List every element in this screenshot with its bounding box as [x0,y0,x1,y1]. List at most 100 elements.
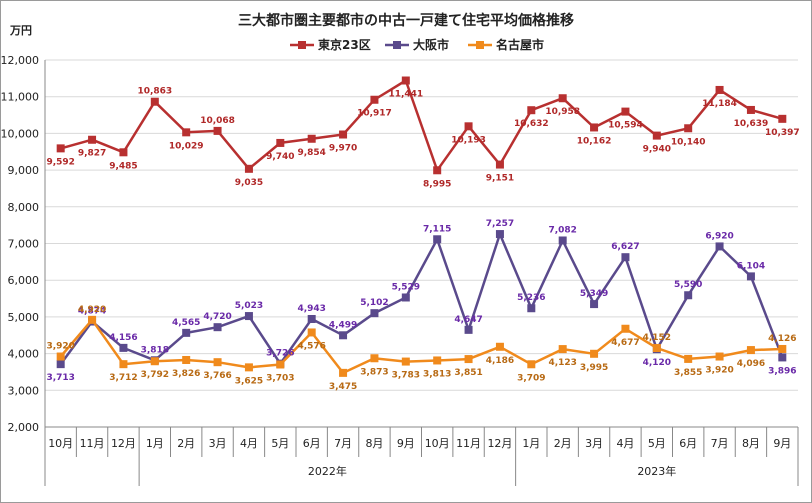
data-point [276,360,285,369]
data-point [621,324,630,333]
data-label: 10,029 [169,141,204,151]
data-label: 7,257 [486,219,514,229]
data-label: 10,397 [765,128,800,138]
x-tick-label: 9月 [773,437,791,450]
x-tick-label: 2月 [554,437,572,450]
data-label: 3,475 [329,382,357,392]
y-axis-unit-label: 万円 [9,24,32,37]
data-point [433,166,442,175]
data-point [401,293,410,302]
data-point [370,354,379,363]
data-label: 3,703 [266,373,294,383]
data-point [56,360,65,369]
data-label: 10,639 [734,119,769,129]
data-point [119,343,128,352]
data-point [119,360,128,369]
data-point [339,368,348,377]
data-label: 8,995 [423,179,451,189]
data-point [558,94,567,103]
x-tick-label: 12月 [111,437,136,450]
data-label: 4,499 [329,320,357,330]
data-label: 6,920 [705,231,733,241]
data-point [590,123,599,132]
y-tick-label: 5,000 [8,311,40,324]
data-point [527,360,536,369]
data-point [558,236,567,245]
data-point [150,97,159,106]
data-point [495,342,504,351]
data-label: 3,896 [768,366,796,376]
y-tick-label: 2,000 [8,421,40,434]
data-label: 5,590 [674,280,702,290]
data-label: 3,851 [454,368,482,378]
data-point [213,358,222,367]
x-tick-label: 10月 [425,437,450,450]
data-point [684,354,693,363]
data-label: 10,193 [451,135,486,145]
data-point [88,135,97,144]
data-point [182,355,191,364]
data-point [150,357,159,366]
data-label: 4,096 [737,359,765,369]
data-point [307,134,316,143]
legend-entry: 名古屋市 [496,37,544,52]
data-point [590,300,599,309]
data-point [778,114,787,123]
legend-entry: 大阪市 [413,37,449,52]
data-label: 4,920 [78,305,106,315]
data-label: 4,576 [297,341,325,351]
data-point [370,309,379,318]
x-tick-label: 4月 [616,437,634,450]
data-label: 3,920 [46,342,74,352]
data-label: 10,958 [545,107,580,117]
data-point [307,328,316,337]
y-tick-label: 11,000 [1,91,40,104]
data-label: 4,120 [643,358,671,368]
data-label: 3,766 [203,371,231,381]
data-label: 3,920 [705,366,733,376]
data-label: 3,712 [109,373,137,383]
y-tick-label: 9,000 [8,164,40,177]
data-point [495,160,504,169]
y-tick-label: 3,000 [8,384,40,397]
x-tick-label: 2月 [177,437,195,450]
data-point [339,130,348,139]
data-point [746,105,755,114]
data-point [401,357,410,366]
data-point [433,356,442,365]
data-label: 4,874 [78,307,106,317]
data-point [621,253,630,262]
data-label: 3,709 [517,373,545,383]
data-point [307,314,316,323]
data-point [433,235,442,244]
data-label: 5,102 [360,298,388,308]
y-tick-label: 4,000 [8,348,40,361]
data-label: 9,485 [109,161,137,171]
series-line-東京23区 [60,79,783,172]
data-label: 10,594 [608,121,643,131]
data-label: 3,713 [46,373,74,383]
data-label: 10,917 [357,109,392,119]
data-point [370,95,379,104]
data-label: 11,184 [702,99,737,109]
data-point [244,363,253,372]
data-label: 3,855 [674,368,702,378]
data-label: 9,592 [46,157,74,167]
data-label: 10,863 [137,87,172,97]
x-axis-ticks: 10月 11月 12月 1月 2月 3月 4月 5月 6月 7月 8月 9月 10月 11月 12月 1月 2月… [44,427,799,457]
data-point [621,107,630,116]
data-point [495,230,504,239]
data-point [464,122,473,131]
data-point [401,76,410,85]
legend-marker [476,41,484,49]
data-label: 3,783 [392,371,420,381]
data-label: 10,140 [671,137,706,147]
data-label: 5,023 [235,301,263,311]
y-tick-label: 6,000 [8,274,40,287]
data-label: 5,236 [517,293,545,303]
y-tick-label: 7,000 [8,238,40,251]
chart-title: 三大都市圏主要都市の中古一戸建て住宅平均価格推移 [238,12,574,29]
x-tick-label: 1月 [146,437,164,450]
